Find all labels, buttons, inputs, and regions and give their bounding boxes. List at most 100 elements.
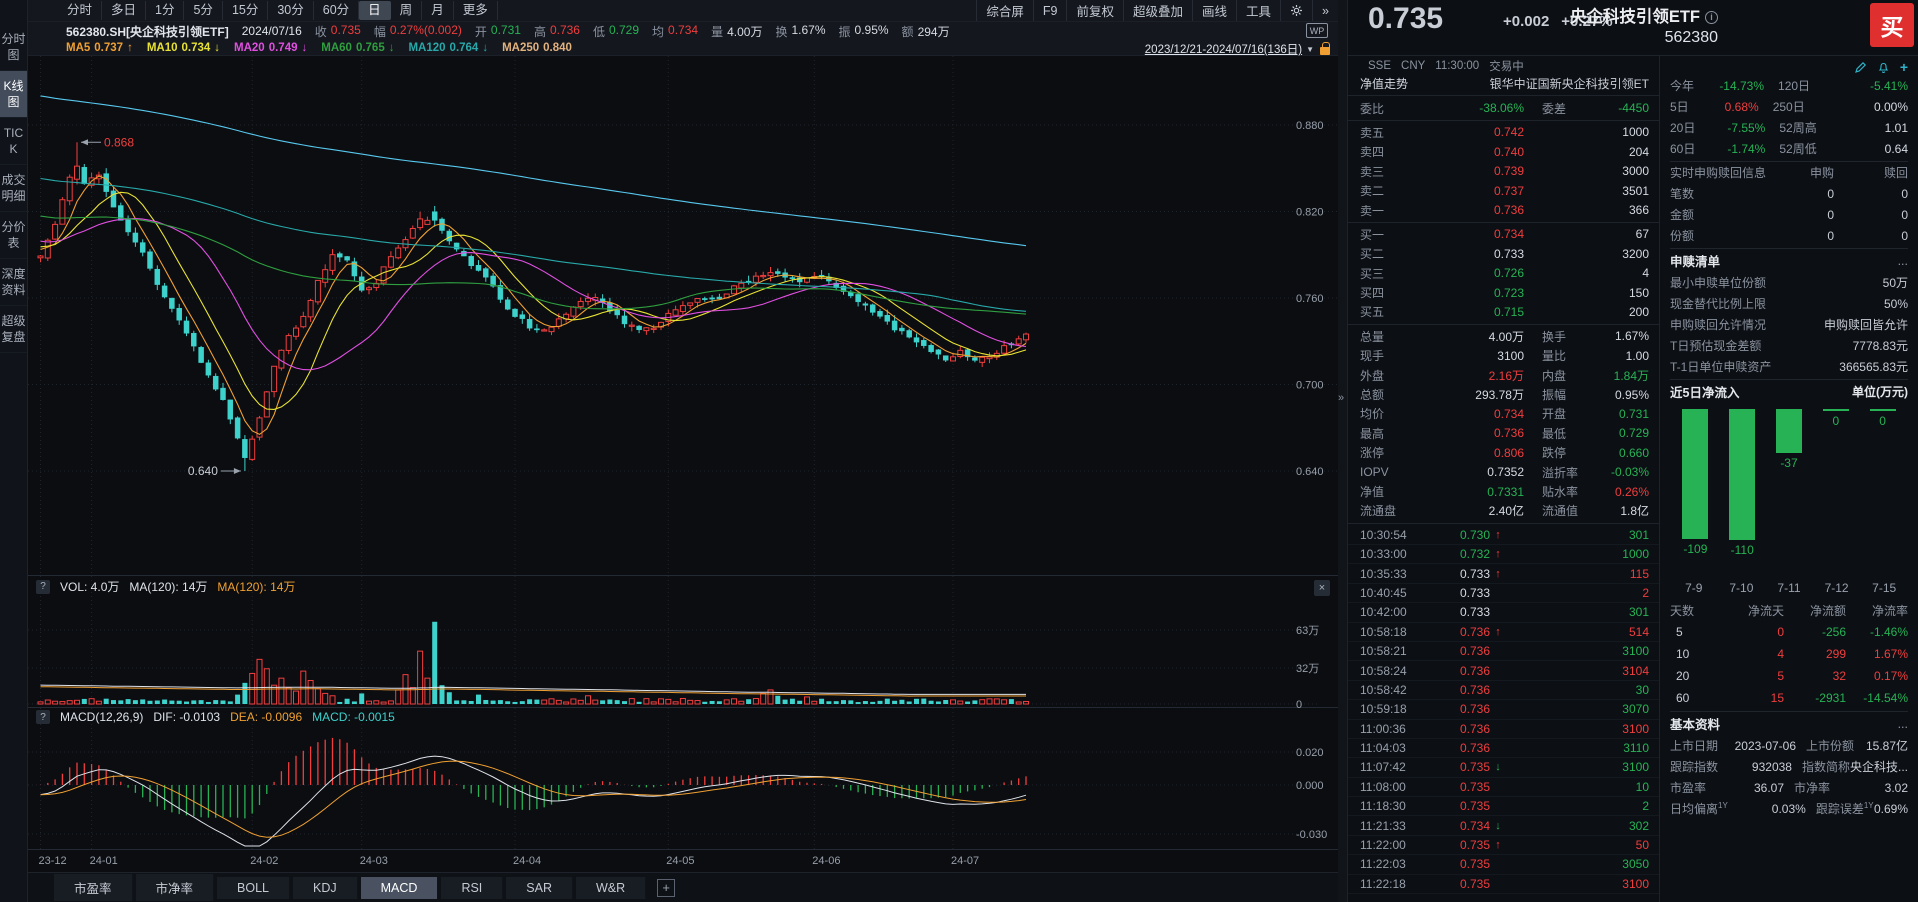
tick-price: 0.736 [1459,702,1490,717]
list-label: 现金替代比例上限 [1670,297,1767,311]
tick-price: 0.734 [1459,818,1490,833]
menu-item-前复权[interactable]: 前复权 [1066,0,1123,21]
period-tab-月[interactable]: 月 [422,1,454,20]
indicator-tab-BOLL[interactable]: BOLL [217,876,290,899]
ask-label: 卖一 [1360,203,1385,218]
svg-text:0.640: 0.640 [1296,466,1324,478]
tick-row: 11:04:03 0.736 3110 [1348,739,1659,759]
period-tab-多日[interactable]: 多日 [102,1,147,20]
buy-button[interactable]: 买 [1870,3,1914,47]
separator [1348,522,1659,524]
period-tab-15分[interactable]: 15分 [223,1,269,20]
fund-nav-link[interactable]: 净值走势 [1360,77,1409,92]
period-tab-30分[interactable]: 30分 [268,1,314,20]
flow-bar-value: -110 [1730,542,1754,557]
lock-icon[interactable] [1320,42,1330,55]
tick-arrow-icon: ↑ [1495,548,1501,561]
gear-icon[interactable] [1280,0,1312,21]
period-tab-日[interactable]: 日 [359,1,391,20]
tick-size: 3100 [1622,644,1649,659]
tick-time: 10:58:18 [1360,624,1407,639]
help-icon[interactable]: ? [36,579,50,594]
indicator-tab-W&R[interactable]: W&R [575,876,647,899]
period-tab-1分[interactable]: 1分 [146,1,185,20]
menu-item-F9[interactable]: F9 [1032,0,1067,21]
more-icon[interactable]: ... [1897,716,1908,731]
wp-badge[interactable]: WP [1306,23,1328,38]
tick-size: 2 [1642,799,1649,814]
plus-icon[interactable]: + [1899,59,1908,75]
period-tab-更多[interactable]: 更多 [454,1,498,20]
add-indicator-icon[interactable]: + [657,878,676,897]
sidebar-item-分价表[interactable]: 分价表 [0,212,27,259]
indicator-tab-bar: 市盈率 市净率 BOLL KDJ MACD RSI SAR W&R + [28,872,1338,902]
chart-region[interactable]: 0.868 0.640 0.880 0.820 0.760 0.700 0.640 63万 32… [28,56,1338,872]
expander-icon[interactable]: » [1338,392,1345,404]
more-menu-icon[interactable]: » [1312,0,1338,21]
close-pane-icon[interactable]: × [1314,580,1330,596]
return-value: 1.01 [1884,120,1908,135]
ask-label: 卖二 [1360,184,1385,199]
tick-size: 514 [1628,624,1649,639]
sidebar-item-成交明细[interactable]: 成交明细 [0,165,27,212]
flow-netdays: 0 [1777,625,1784,639]
tick-time: 11:04:03 [1360,741,1406,756]
date-range-label[interactable]: 2023/12/21-2024/07/16(136日) [1144,44,1303,56]
sidebar-item-K线图[interactable]: K线图 [0,71,27,118]
sidebar-item-超级复盘[interactable]: 超级复盘 [0,306,27,353]
indicator-tab-MACD[interactable]: MACD [360,876,439,899]
menu-item-工具[interactable]: 工具 [1236,0,1280,21]
sidebar-item-深度资料[interactable]: 深度资料 [0,259,27,306]
ma-value: 0.764 [449,41,479,54]
tick-time: 10:58:42 [1360,682,1407,697]
bid-label: 买五 [1360,305,1385,320]
flow-amount: -256 [1821,625,1846,639]
ask-price: 0.742 [1493,125,1524,140]
tick-price: 0.735 [1459,760,1490,775]
info-icon[interactable]: i [1705,10,1718,24]
stat-label: 总量 [1360,329,1385,344]
indicator-tab-市净率[interactable]: 市净率 [135,874,215,901]
period-tab-周[interactable]: 周 [391,1,423,20]
ask-row-卖二: 卖二 0.737 3501 [1348,181,1659,200]
menu-item-超级叠加[interactable]: 超级叠加 [1123,0,1192,21]
sidebar-item-TICK[interactable]: TICK [0,118,27,165]
tick-size: 1000 [1622,547,1649,562]
indicator-tab-KDJ[interactable]: KDJ [293,876,358,899]
period-tab-60分[interactable]: 60分 [314,1,360,20]
basic-label: 日均偏离1Y [1670,801,1728,816]
tick-arrow-icon: ↑ [1495,528,1501,541]
panel-expander[interactable]: » [1338,0,1348,902]
menu-item-画线[interactable]: 画线 [1192,0,1236,21]
kline-chart[interactable]: 0.868 0.640 0.880 0.820 0.760 0.700 0.640 63万 32… [28,56,1338,872]
svg-text:0.020: 0.020 [1296,747,1324,759]
tick-price: 0.735 [1459,838,1490,853]
bell-icon[interactable] [1877,61,1890,74]
flow-bar-value: 0 [1832,414,1840,428]
flow-rate: 0.17% [1873,669,1908,683]
period-tab-5分[interactable]: 5分 [184,1,223,20]
period-tab-分时[interactable]: 分时 [58,1,103,20]
sidebar-item-分时图[interactable]: 分时图 [0,24,27,71]
basic-label: 跟踪指数 [1670,760,1719,774]
stat-row-现手: 现手 3100 量比 1.00 [1348,346,1659,365]
return-value: -5.41% [1869,78,1908,93]
ask-size: 3501 [1622,183,1649,198]
vol-ma-white: MA(120): 14万 [129,580,208,594]
stat-row-IOPV: IOPV 0.7352 溢折率 -0.03% [1348,462,1659,481]
pencil-icon[interactable] [1854,61,1867,74]
more-icon[interactable]: ... [1897,253,1908,268]
ask-label: 卖四 [1360,145,1385,160]
svg-text:24-02: 24-02 [250,855,278,867]
date-range-control[interactable]: 2023/12/21-2024/07/16(136日) ▼ [1145,41,1330,57]
bid-price: 0.733 [1493,246,1524,261]
flow-dates: 7-9 7-10 7-11 7-12 7-15 [1670,581,1908,599]
indicator-tab-RSI[interactable]: RSI [441,876,504,899]
menu-item-综合屏[interactable]: 综合屏 [976,0,1033,21]
indicator-tab-市盈率[interactable]: 市盈率 [54,874,133,901]
info-field-换: 换 1.67% [775,23,825,40]
help-icon[interactable]: ? [36,710,50,724]
tick-arrow-icon: ↑ [1495,625,1501,638]
fund-name[interactable]: 银华中证国新央企科技引领ET [1489,77,1649,92]
indicator-tab-SAR[interactable]: SAR [506,876,573,899]
